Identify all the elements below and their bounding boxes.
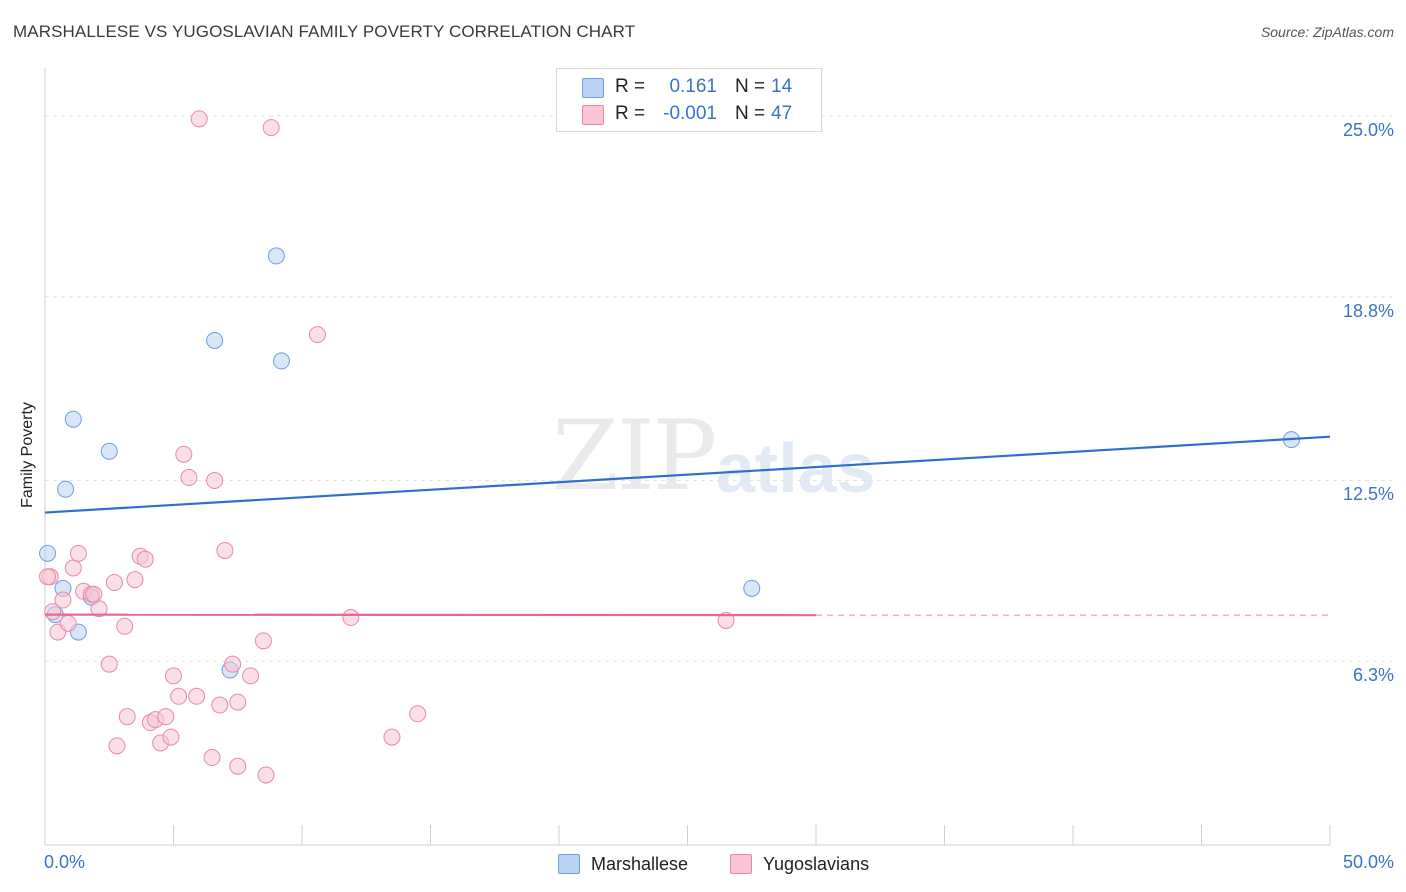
marshallese-point — [39, 544, 57, 562]
yugoslavian-point — [54, 591, 72, 609]
marshallese-point — [272, 352, 290, 370]
y-axis-label: Family Poverty — [19, 402, 36, 508]
yugoslavian-point — [170, 687, 188, 705]
watermark-zip: ZIP — [552, 400, 717, 512]
yugoslavian-point — [157, 708, 175, 726]
legend-row-marshallese: R = 0.161 N = 14 — [557, 74, 821, 100]
yugoslavian-point — [216, 541, 234, 559]
chart-title: MARSHALLESE VS YUGOSLAVIAN FAMILY POVERT… — [13, 22, 636, 41]
x-tick-label-max: 50.0% — [1342, 852, 1394, 872]
yugoslavian-point — [342, 609, 360, 627]
yugoslavian-point — [105, 574, 123, 592]
yugoslavian-point — [203, 749, 221, 767]
marshallese-point — [100, 442, 118, 460]
marshallese-point — [57, 480, 75, 498]
yugoslavian-trend-line — [44, 613, 817, 617]
r-value: -0.001 — [663, 103, 717, 124]
yugoslavian-point — [136, 550, 154, 568]
yugoslavian-point — [257, 766, 275, 784]
yugoslavian-point — [190, 110, 208, 128]
yugoslavian-point — [229, 693, 247, 711]
legend-swatch-pink — [582, 105, 604, 125]
yugoslavian-point — [211, 696, 229, 714]
yugoslavian-point — [409, 705, 427, 723]
yugoslavian-point — [308, 326, 326, 344]
yugoslavian-point — [116, 617, 134, 635]
yugoslavian-point — [118, 708, 136, 726]
legend-label: Yugoslavians — [763, 854, 870, 874]
yugoslavian-point — [206, 471, 224, 489]
marshallese-point — [743, 579, 761, 597]
y-tick-label: 12.5% — [1342, 484, 1394, 505]
n-value: 14 — [771, 76, 793, 97]
correlation-legend: R = 0.161 N = 14 R = -0.001 N = 47 — [556, 68, 822, 132]
r-label: R = — [615, 76, 646, 97]
marshallese-point — [206, 331, 224, 349]
yugoslavian-point — [717, 611, 735, 629]
marshallese-point — [267, 247, 285, 265]
yugoslavian-point — [126, 571, 144, 589]
yugoslavian-point — [229, 757, 247, 775]
yugoslavian-point — [242, 667, 260, 685]
n-label: N = — [735, 103, 766, 124]
yugoslavian-point — [85, 585, 103, 603]
source-label: Source: ZipAtlas.com — [1260, 24, 1394, 40]
n-label: N = — [735, 76, 766, 97]
n-value: 47 — [771, 103, 793, 124]
yugoslavian-point — [175, 445, 193, 463]
r-value: 0.161 — [669, 76, 717, 97]
series-legend: Marshallese Yugoslavians — [0, 851, 1406, 877]
yugoslavian-point — [69, 544, 87, 562]
legend-swatch-pink — [730, 854, 752, 874]
marshallese-trend-line — [44, 435, 1331, 514]
y-tick-label: 6.3% — [1352, 665, 1394, 686]
yugoslavian-point — [64, 559, 82, 577]
yugoslavian-point — [383, 728, 401, 746]
legend-swatch-blue — [558, 854, 580, 874]
yugoslavian-point — [224, 655, 242, 673]
yugoslavian-point — [180, 469, 198, 487]
legend-row-yugoslavians: R = -0.001 N = 47 — [557, 101, 821, 127]
yugoslavian-point — [254, 632, 272, 650]
yugoslavian-point — [262, 119, 280, 137]
yugoslavian-point — [108, 737, 126, 755]
yugoslavian-point — [162, 728, 180, 746]
yugoslavian-point — [59, 614, 77, 632]
y-tick-label: 18.8% — [1342, 300, 1394, 321]
y-tick-label: 25.0% — [1342, 119, 1394, 140]
yugoslavian-point — [100, 655, 118, 673]
r-label: R = — [615, 103, 646, 124]
legend-label: Marshallese — [591, 854, 689, 874]
yugoslavian-point — [39, 568, 57, 586]
x-tick-label-min: 0.0% — [44, 852, 86, 872]
legend-swatch-blue — [582, 78, 604, 98]
yugoslavian-point — [188, 687, 206, 705]
yugoslavian-point — [165, 667, 182, 685]
marshallese-point — [64, 410, 82, 428]
